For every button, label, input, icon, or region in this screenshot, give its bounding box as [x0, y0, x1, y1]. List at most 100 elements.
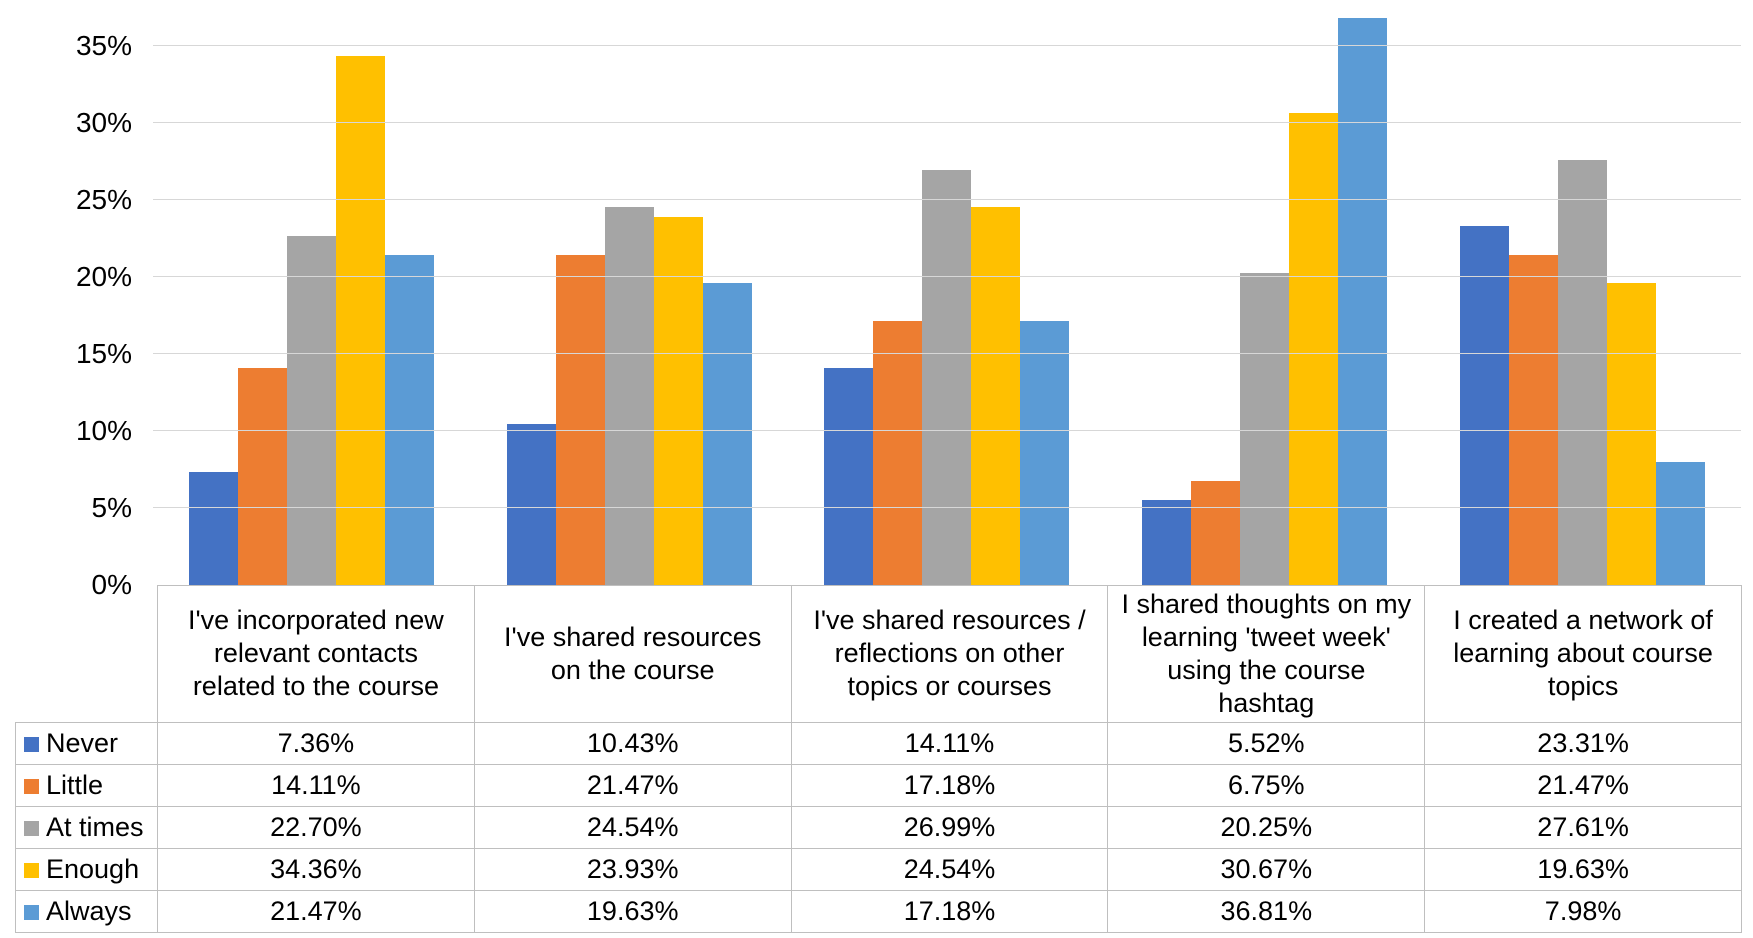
- bar-little-cat2: [555, 254, 605, 585]
- legend-cell: Little: [15, 763, 158, 807]
- series-row-always: Always 21.47% 19.63% 17.18% 36.81% 7.98%: [15, 889, 1742, 933]
- bar-always-cat1: [385, 254, 435, 585]
- bar-enough-cat3: [971, 207, 1021, 585]
- value-cell-enough-cat3: 24.54%: [790, 847, 1109, 891]
- legend-label: Never: [46, 727, 119, 758]
- series-row-little: Little 14.11% 21.47% 17.18% 6.75% 21.47%: [15, 763, 1742, 807]
- value-cell-never-cat3: 14.11%: [790, 721, 1109, 765]
- legend-label: Always: [46, 895, 132, 926]
- bars-row: [1106, 18, 1424, 585]
- plot-area: [153, 0, 1741, 585]
- value-cell-little-cat4: 6.75%: [1107, 763, 1426, 807]
- bar-always-cat2: [702, 282, 752, 585]
- value-cell-at-times-cat2: 24.54%: [473, 805, 792, 849]
- y-axis-tick-label: 30%: [75, 107, 132, 139]
- y-axis-tick-label: 0%: [91, 569, 132, 600]
- legend-label: At times: [46, 811, 144, 842]
- value-cell-never-cat5: 23.31%: [1424, 721, 1742, 765]
- category-header: I created a network of learning about co…: [1424, 585, 1742, 723]
- legend-swatch-icon: [24, 862, 39, 878]
- y-axis-tick-label: 5%: [91, 492, 132, 524]
- category-header: I've incorporated new relevant contacts …: [157, 585, 475, 723]
- value-cell-always-cat4: 36.81%: [1107, 889, 1426, 933]
- legend-cell: Never: [15, 721, 158, 765]
- value-cell-at-times-cat1: 22.70%: [157, 805, 475, 849]
- y-axis-tick-label: 15%: [75, 338, 132, 370]
- series-row-enough: Enough 34.36% 23.93% 24.54% 30.67% 19.63%: [15, 847, 1742, 891]
- bar-always-cat4: [1338, 18, 1388, 585]
- bar-group-2: [471, 0, 789, 585]
- value-cell-at-times-cat4: 20.25%: [1107, 805, 1426, 849]
- bar-at-times-cat4: [1240, 273, 1290, 585]
- series-row-never: Never 7.36% 10.43% 14.11% 5.52% 23.31%: [15, 721, 1742, 765]
- data-table: I've incorporated new relevant contacts …: [15, 585, 1742, 933]
- bar-at-times-cat5: [1557, 160, 1607, 585]
- bars-row: [1423, 160, 1741, 585]
- legend-cell: Always: [15, 889, 158, 933]
- legend-cell: At times: [15, 805, 158, 849]
- value-cell-enough-cat5: 19.63%: [1424, 847, 1742, 891]
- y-axis-tick-label: 35%: [75, 30, 132, 62]
- legend-swatch-icon: [24, 820, 39, 836]
- gridline: [153, 430, 1741, 432]
- bar-always-cat3: [1020, 320, 1070, 585]
- category-header-row: I've incorporated new relevant contacts …: [16, 585, 1742, 723]
- value-cell-enough-cat2: 23.93%: [473, 847, 792, 891]
- bar-little-cat1: [238, 367, 288, 585]
- value-cell-never-cat4: 5.52%: [1107, 721, 1426, 765]
- bar-group-1: [153, 0, 471, 585]
- value-cell-little-cat1: 14.11%: [157, 763, 475, 807]
- value-cell-little-cat3: 17.18%: [790, 763, 1109, 807]
- bar-never-cat2: [506, 424, 556, 585]
- bar-enough-cat1: [336, 56, 386, 585]
- chart-plot-region: 0% 5% 10% 15% 20% 25% 30% 35%: [75, 0, 1741, 600]
- value-cell-at-times-cat5: 27.61%: [1424, 805, 1742, 849]
- legend-cell: Enough: [15, 847, 158, 891]
- category-header: I've shared resources on the course: [473, 585, 792, 723]
- y-axis-tick-label: 10%: [75, 415, 132, 447]
- bars-row: [471, 207, 789, 585]
- bar-enough-cat4: [1289, 112, 1339, 585]
- bar-group-4: [1106, 0, 1424, 585]
- category-header: I shared thoughts on my learning 'tweet …: [1107, 585, 1426, 723]
- legend-swatch-icon: [24, 904, 39, 920]
- table-corner-spacer: [16, 586, 158, 723]
- gridline: [153, 122, 1741, 124]
- y-axis-tick-label: 25%: [75, 184, 132, 216]
- legend-label: Little: [46, 769, 104, 800]
- data-table-wrapper: I've incorporated new relevant contacts …: [15, 585, 1742, 933]
- bar-group-5: [1423, 0, 1741, 585]
- bar-little-cat5: [1508, 254, 1558, 585]
- bar-little-cat4: [1191, 481, 1241, 585]
- bar-never-cat4: [1142, 500, 1192, 585]
- bar-at-times-cat3: [922, 169, 972, 585]
- value-cell-at-times-cat3: 26.99%: [790, 805, 1109, 849]
- bar-never-cat1: [189, 471, 239, 585]
- legend-label: Enough: [46, 853, 140, 884]
- bar-enough-cat5: [1606, 282, 1656, 585]
- value-cell-always-cat3: 17.18%: [790, 889, 1109, 933]
- legend-swatch-icon: [24, 778, 39, 794]
- bar-never-cat3: [824, 367, 874, 585]
- value-cell-always-cat5: 7.98%: [1424, 889, 1742, 933]
- value-cell-always-cat1: 21.47%: [157, 889, 475, 933]
- legend-swatch-icon: [24, 736, 39, 752]
- value-cell-enough-cat4: 30.67%: [1107, 847, 1426, 891]
- value-cell-always-cat2: 19.63%: [473, 889, 792, 933]
- bars-row: [153, 56, 471, 585]
- value-cell-little-cat5: 21.47%: [1424, 763, 1742, 807]
- bar-never-cat5: [1459, 226, 1509, 585]
- bar-at-times-cat2: [604, 207, 654, 585]
- value-cell-never-cat1: 7.36%: [157, 721, 475, 765]
- gridline: [153, 353, 1741, 355]
- bar-group-3: [788, 0, 1106, 585]
- value-cell-little-cat2: 21.47%: [473, 763, 792, 807]
- gridline: [153, 276, 1741, 278]
- value-cell-never-cat2: 10.43%: [473, 721, 792, 765]
- bar-little-cat3: [873, 320, 923, 585]
- value-cell-enough-cat1: 34.36%: [157, 847, 475, 891]
- bars-row: [788, 169, 1106, 585]
- y-axis-tick-label: 20%: [75, 261, 132, 293]
- gridline: [153, 199, 1741, 201]
